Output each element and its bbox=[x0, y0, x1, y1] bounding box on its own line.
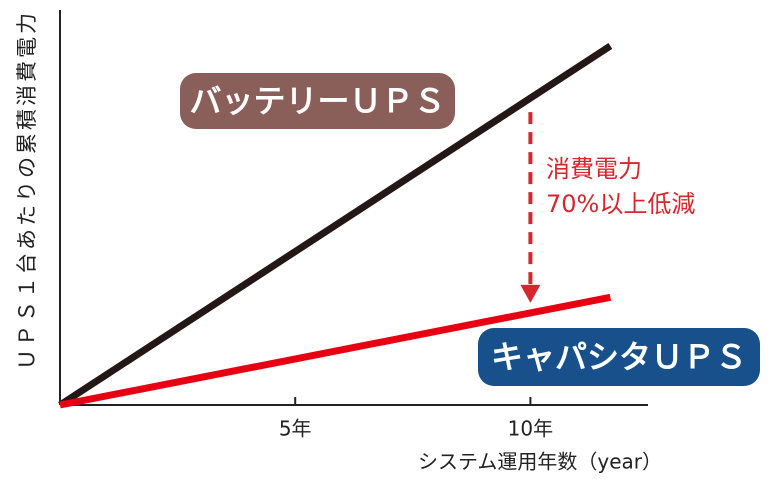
x-tick-label: 10年 bbox=[508, 417, 553, 441]
series-line bbox=[58, 42, 613, 408]
x-tick-label: 5年 bbox=[279, 417, 312, 441]
series-label-box bbox=[180, 73, 455, 129]
legend-label: キャパシタＵＰＳ bbox=[491, 338, 747, 376]
y-axis-label: ＵＰＳ１台あたりの累積消費電力 bbox=[15, 10, 39, 370]
arrow-head bbox=[520, 284, 541, 303]
legend-label: バッテリーＵＰＳ bbox=[189, 82, 445, 120]
x-axis-label: システム運用年数（year） bbox=[418, 450, 662, 474]
series-label-box bbox=[478, 328, 760, 386]
annotation: 70%以上低減 bbox=[546, 190, 695, 218]
series-line bbox=[59, 293, 612, 409]
annotation: 消費電力 bbox=[546, 155, 642, 183]
